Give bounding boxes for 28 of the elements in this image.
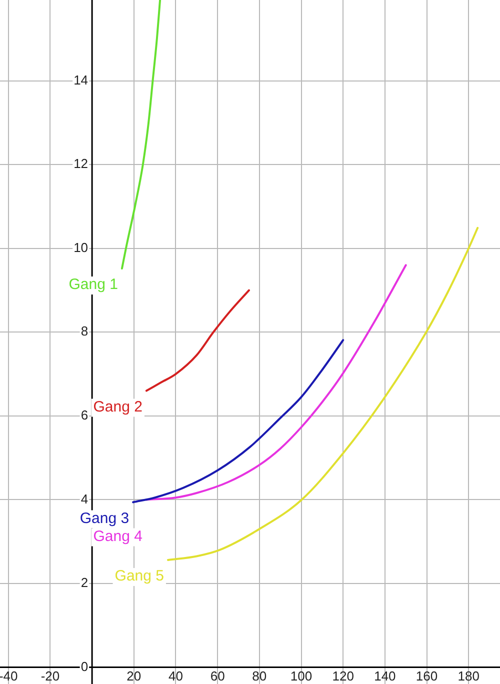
x-tick-label: 160	[416, 668, 438, 684]
x-tick-label: 100	[290, 668, 312, 684]
y-tick-label: 6	[80, 408, 88, 423]
line-series	[132, 339, 344, 504]
y-tick-label: 2	[80, 575, 88, 590]
x-tick-label: 40	[168, 668, 183, 684]
y-tick-label: 10	[74, 240, 88, 255]
series-label: Gang 4	[93, 528, 142, 545]
y-tick-label: 0	[80, 658, 88, 674]
y-tick-label: 14	[74, 72, 88, 88]
series-label: Gang 1	[68, 276, 118, 294]
series-label: Gang 2	[93, 398, 142, 416]
x-tick-label: 120	[332, 668, 354, 684]
line-series	[166, 226, 479, 562]
x-tick-label: 20	[126, 668, 142, 684]
x-tick-label: -20	[40, 668, 60, 684]
x-tick-label: 60	[210, 668, 225, 684]
y-tick-label: 8	[80, 324, 88, 339]
y-tick-label: 4	[80, 491, 88, 506]
x-tick-label: 80	[252, 668, 267, 684]
series-label: Gang 5	[114, 568, 164, 585]
x-tick-label: 180	[458, 668, 480, 684]
line-series	[145, 289, 250, 392]
line-series	[145, 264, 407, 501]
series-label: Gang 3	[80, 510, 130, 527]
x-tick-label: 140	[374, 668, 396, 684]
y-tick-label: 12	[74, 156, 88, 172]
line-series	[120, 0, 162, 270]
